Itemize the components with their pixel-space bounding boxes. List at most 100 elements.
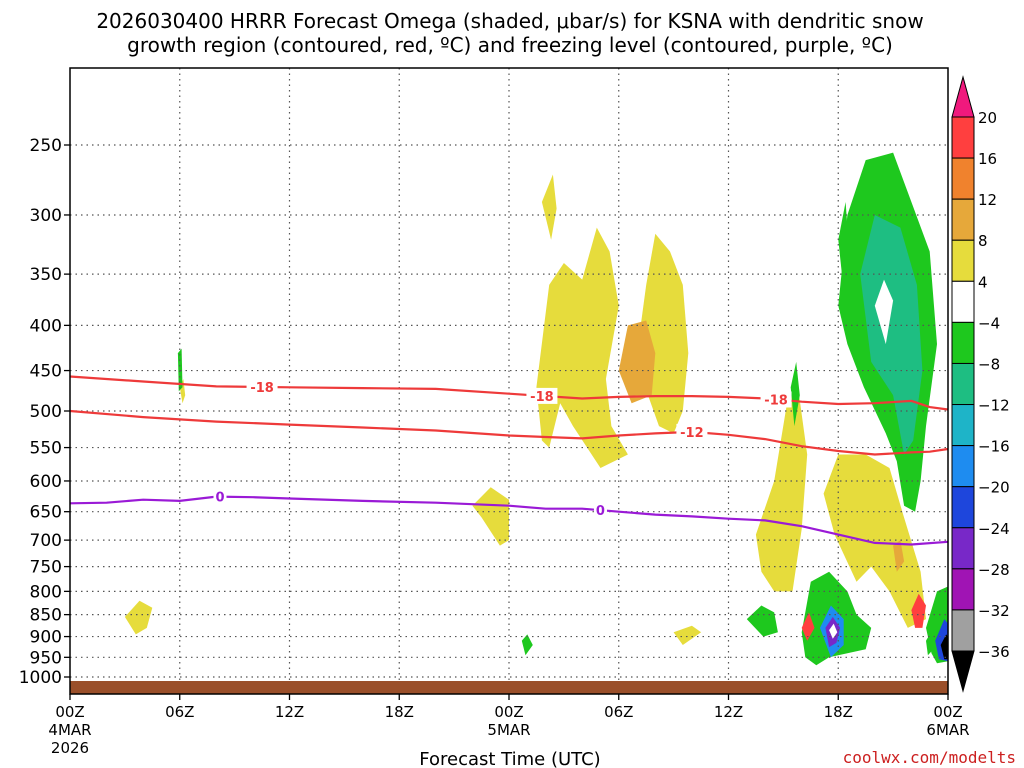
colorbar-segment	[951, 157, 975, 200]
colorbar-label: −36	[978, 643, 1010, 661]
omega-region-yellow-mid-tiny	[673, 625, 702, 645]
contour-label-bg	[213, 488, 227, 505]
omega-region-white-hole-upper	[874, 279, 894, 345]
x-tick-date-0: 4MAR	[48, 721, 91, 739]
x-tick-label-24: 00Z	[494, 703, 523, 721]
colorbar-label: −24	[978, 520, 1010, 538]
x-tick-label-30: 06Z	[604, 703, 633, 721]
y-tick-label-550: 550	[30, 439, 62, 459]
omega-region-red-right-bottom	[911, 593, 926, 628]
x-tick-label-6: 06Z	[165, 703, 194, 721]
y-tick-label-350: 350	[30, 265, 62, 285]
contour-label-dgz-minus-12: -12	[680, 426, 704, 441]
omega-region-black-right-bottom	[940, 634, 948, 660]
omega-region-orange-44z	[893, 540, 905, 572]
colorbar-label: −32	[978, 602, 1010, 620]
colorbar-segment	[951, 116, 975, 159]
colorbar-segment	[951, 609, 975, 652]
colorbar-top-arrow	[951, 75, 975, 118]
omega-region-yellow-18z-right	[823, 454, 926, 628]
x-tick-label-0: 00Z	[55, 703, 84, 721]
colorbar-segment	[951, 445, 975, 488]
y-tick-label-300: 300	[30, 206, 62, 226]
chart-title-line-1: 2026030400 HRRR Forecast Omega (shaded, …	[96, 9, 923, 33]
omega-region-yellow-top-5mar	[541, 174, 557, 240]
contour-line-freezing-level	[69, 495, 949, 546]
y-tick-label-250: 250	[30, 136, 62, 156]
temperature-contours: -18 -18 -18 -12 0 0	[69, 375, 949, 546]
x-tick-label-42: 18Z	[824, 703, 853, 721]
colorbar-segment	[951, 486, 975, 529]
credit-text: coolwx.com/modelts	[843, 748, 1016, 767]
y-tick-label-600: 600	[30, 472, 62, 492]
y-tick-label-1000: 1000	[19, 668, 62, 688]
colorbar-bottom-arrow	[951, 650, 975, 693]
omega-region-green-small-46z	[926, 634, 934, 656]
colorbar-label: 4	[978, 273, 988, 291]
omega-region-white-core-18z	[829, 623, 838, 639]
x-tick-label-18: 18Z	[385, 703, 414, 721]
omega-region-teal-upper-right	[860, 215, 923, 455]
omega-region-yellow-small-00z	[472, 487, 509, 546]
colorbar-segment	[951, 198, 975, 241]
colorbar-segment	[951, 568, 975, 611]
colorbar-label: −4	[978, 314, 1000, 332]
y-tick-label-650: 650	[30, 503, 62, 523]
contour-label-dgz-minus-18: -18	[250, 381, 274, 396]
contour-label-freezing-level: 0	[215, 491, 224, 506]
x-tick-year-0: 2026	[51, 739, 89, 757]
x-tick-date-48: 6MAR	[926, 721, 969, 739]
y-tick-label-950: 950	[30, 648, 62, 668]
x-tick-label-36: 12Z	[714, 703, 743, 721]
contour-line-dgz-minus-18	[69, 375, 949, 411]
y-tick-label-800: 800	[30, 582, 62, 602]
x-tick-label-48: 00Z	[933, 703, 962, 721]
x-axis-title: Forecast Time (UTC)	[419, 749, 600, 768]
colorbar-segment	[951, 239, 975, 282]
ground-surface	[70, 681, 948, 694]
colorbar-segment	[951, 527, 975, 570]
y-tick-label-850: 850	[30, 606, 62, 626]
colorbar-segment	[951, 280, 975, 323]
contour-label-bg	[760, 391, 792, 408]
colorbar-label: −12	[978, 397, 1010, 415]
colorbar-segment	[951, 321, 975, 364]
omega-region-orange-5mar	[618, 320, 656, 404]
omega-region-green-06z	[177, 348, 183, 392]
omega-shading	[124, 152, 948, 666]
colorbar-segment	[951, 362, 975, 406]
colorbar-segment	[951, 404, 975, 447]
colorbar-label: 20	[978, 109, 997, 127]
colorbar-label: −28	[978, 561, 1010, 579]
contour-label-dgz-minus-18: -18	[530, 390, 554, 405]
omega-region-yellow-12z	[755, 387, 808, 592]
omega-region-green-40z	[838, 202, 850, 275]
colorbar-label: 12	[978, 191, 997, 209]
y-tick-label-750: 750	[30, 558, 62, 578]
grid	[70, 68, 948, 681]
omega-region-green-38z	[790, 361, 800, 427]
contour-label-bg	[526, 387, 558, 404]
omega-region-green-blob-16z	[746, 605, 778, 637]
y-tick-label-400: 400	[30, 316, 62, 336]
y-tick-label-450: 450	[30, 362, 62, 382]
x-tick-label-12: 12Z	[275, 703, 304, 721]
y-tick-label-900: 900	[30, 628, 62, 648]
contour-label-freezing-level: 0	[596, 504, 605, 519]
contour-label-bg	[246, 378, 278, 395]
colorbar-label: 8	[978, 232, 988, 250]
x-tick-date-24: 5MAR	[487, 721, 530, 739]
y-tick-label-500: 500	[30, 402, 62, 422]
chart-title-line-2: growth region (contoured, red, ºC) and f…	[127, 33, 893, 57]
omega-region-yellow-tower-5mar	[536, 227, 628, 468]
colorbar-label: −16	[978, 438, 1010, 456]
contour-line-dgz-minus-12	[69, 409, 949, 456]
y-tick-label-700: 700	[30, 531, 62, 551]
contour-label-dgz-minus-18: -18	[764, 393, 788, 408]
colorbar-label: 16	[978, 150, 997, 168]
contour-label-bg	[593, 502, 607, 519]
omega-region-green-small-00z	[521, 634, 533, 656]
colorbar-label: −8	[978, 355, 1000, 373]
